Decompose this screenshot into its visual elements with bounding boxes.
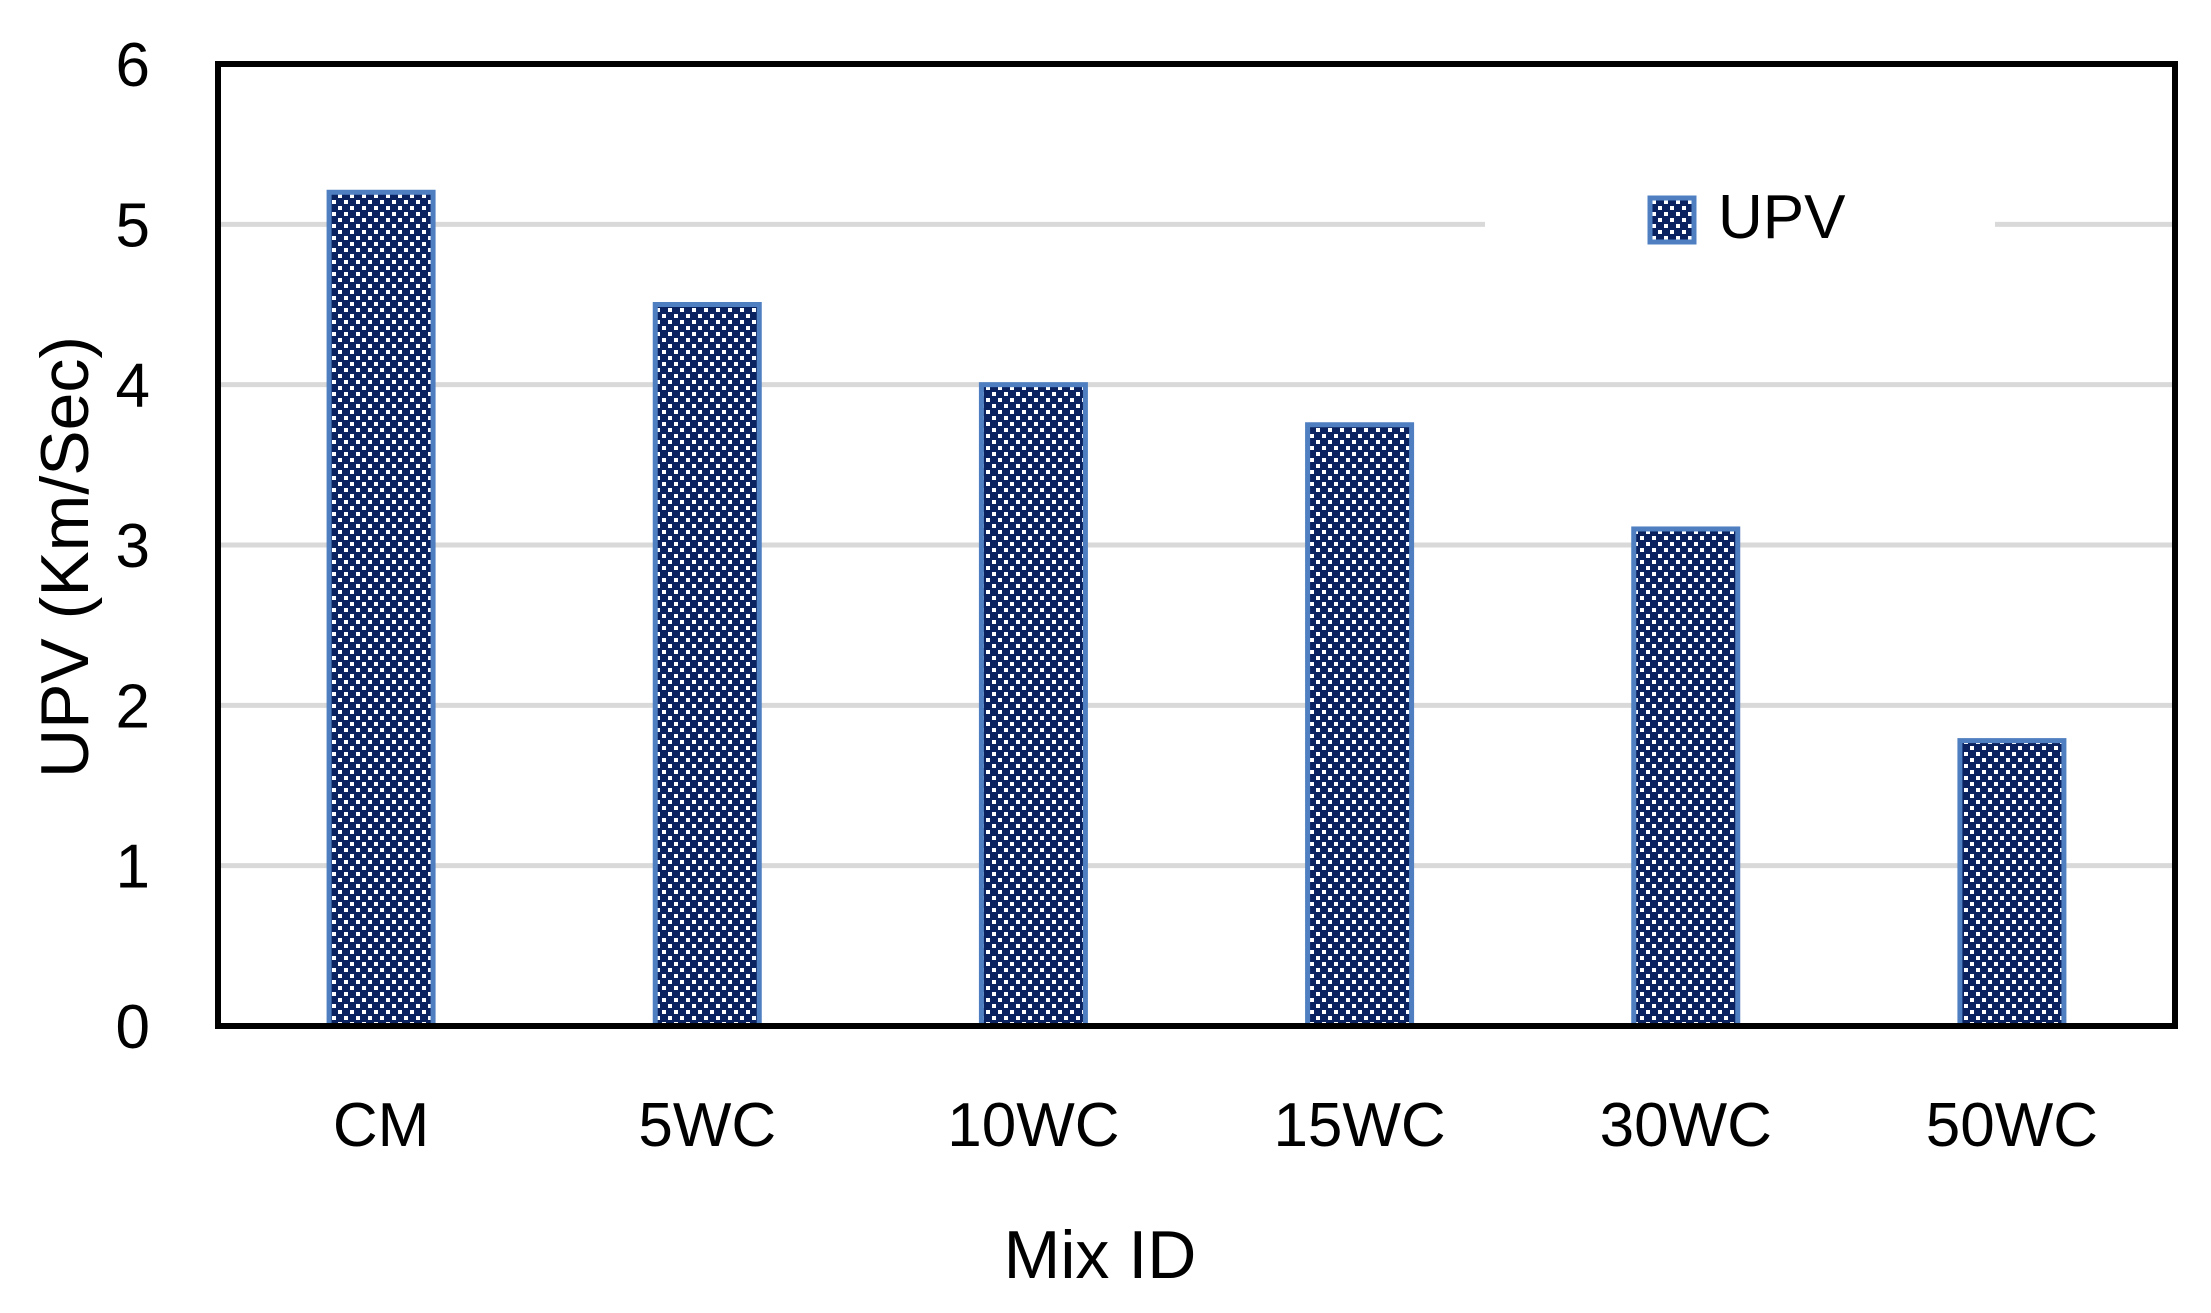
legend-background — [1485, 180, 1995, 270]
bar-cm — [326, 189, 436, 1029]
y-tick-label-0: 0 — [116, 993, 150, 1062]
y-tick-label-1: 1 — [116, 833, 150, 902]
y-tick-label-3: 3 — [116, 512, 150, 581]
bar-30wc — [1631, 526, 1741, 1029]
bar-15wc — [1305, 422, 1415, 1029]
bar-5wc — [652, 302, 762, 1029]
gridlines — [218, 221, 2175, 869]
y-axis-ticks: 0 1 2 3 4 5 6 — [116, 31, 150, 1062]
x-tick-label-5wc: 5WC — [638, 1091, 776, 1160]
legend: UPV — [1485, 180, 1995, 270]
bar-series — [326, 189, 2067, 1029]
x-tick-label-50wc: 50WC — [1926, 1091, 2098, 1160]
x-tick-label-15wc: 15WC — [1273, 1091, 1445, 1160]
x-tick-label-30wc: 30WC — [1600, 1091, 1772, 1160]
x-tick-label-cm: CM — [333, 1091, 429, 1160]
y-tick-label-6: 6 — [116, 31, 150, 100]
bar-50wc — [1957, 738, 2067, 1029]
x-axis-ticks: CM 5WC 10WC 15WC 30WC 50WC — [333, 1091, 2098, 1160]
legend-swatch — [1647, 195, 1697, 245]
bar-10wc — [978, 382, 1088, 1029]
y-tick-label-2: 2 — [116, 672, 150, 741]
y-tick-label-4: 4 — [116, 352, 150, 421]
y-tick-label-5: 5 — [116, 191, 150, 260]
plot-area-frame — [215, 61, 2178, 1029]
x-tick-label-10wc: 10WC — [947, 1091, 1119, 1160]
y-axis-title: UPV (Km/Sec) — [27, 336, 103, 778]
legend-label-upv: UPV — [1718, 183, 1846, 252]
x-axis-title: Mix ID — [1004, 1217, 1197, 1293]
